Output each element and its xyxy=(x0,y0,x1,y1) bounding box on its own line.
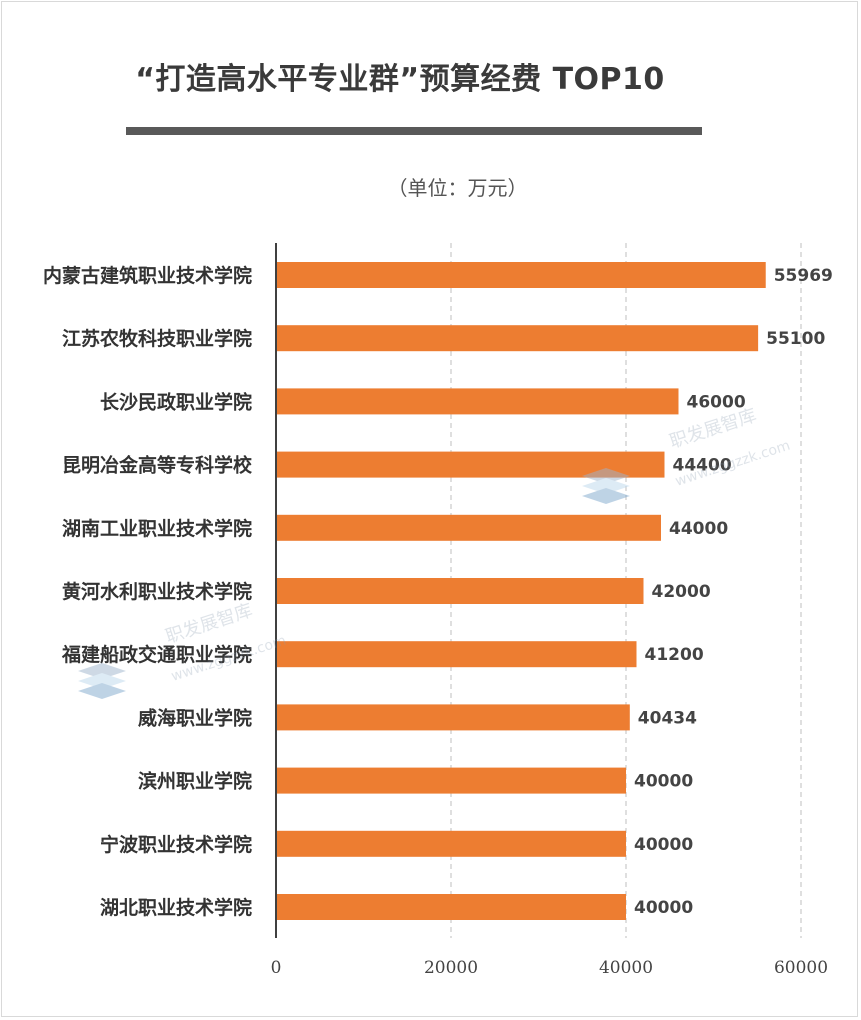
x-tick-label: 0 xyxy=(271,958,282,978)
value-label: 41200 xyxy=(645,645,704,665)
category-label: 滨州职业学院 xyxy=(138,770,252,793)
x-tick-label: 20000 xyxy=(424,958,478,978)
value-label: 40434 xyxy=(638,708,697,728)
value-label: 55969 xyxy=(774,266,833,286)
value-label: 44000 xyxy=(669,519,728,539)
category-label: 内蒙古建筑职业技术学院 xyxy=(43,264,252,287)
bar xyxy=(276,767,626,794)
category-label: 宁波职业技术学院 xyxy=(100,833,252,856)
unit-label: （单位：万元） xyxy=(387,176,528,200)
bar xyxy=(276,830,626,857)
gridlines xyxy=(450,243,802,938)
value-label: 44400 xyxy=(673,456,732,476)
category-label: 江苏农牧科技职业学院 xyxy=(62,327,252,350)
chart-title: “打造高水平专业群”预算经费 TOP10 xyxy=(135,62,665,97)
category-label: 黄河水利职业技术学院 xyxy=(62,580,252,603)
bars xyxy=(276,262,766,920)
category-label: 威海职业学院 xyxy=(138,706,252,729)
x-tick-label: 40000 xyxy=(599,958,653,978)
x-tick-label: 60000 xyxy=(774,958,828,978)
category-label: 湖北职业技术学院 xyxy=(100,896,252,919)
book-stack-icon xyxy=(582,468,630,504)
value-label: 40000 xyxy=(634,835,693,855)
category-label: 长沙民政职业学院 xyxy=(100,390,252,413)
title-underline xyxy=(126,127,702,135)
bar xyxy=(276,388,679,415)
watermark-text: 职发展智库 xyxy=(163,600,255,648)
value-label: 55100 xyxy=(766,329,825,349)
bar xyxy=(276,894,626,920)
bar xyxy=(276,325,759,352)
x-axis-ticks: 0 20000 40000 60000 xyxy=(271,958,828,978)
value-label: 40000 xyxy=(634,772,693,792)
category-labels: 内蒙古建筑职业技术学院江苏农牧科技职业学院长沙民政职业学院昆明冶金高等专科学校湖… xyxy=(43,264,253,919)
value-label: 46000 xyxy=(687,392,746,412)
bar xyxy=(276,578,644,604)
category-label: 湖南工业职业技术学院 xyxy=(62,517,252,540)
value-labels: 55969 55100 46000 44400 44000 42000 41200 40434… xyxy=(634,266,833,918)
bar xyxy=(276,262,766,288)
bar xyxy=(276,514,661,541)
value-label: 42000 xyxy=(652,582,711,602)
category-label: 昆明冶金高等专科学校 xyxy=(62,454,253,477)
bar xyxy=(276,704,630,731)
bar xyxy=(276,641,637,668)
value-label: 40000 xyxy=(634,898,693,918)
category-label: 福建船政交通职业学院 xyxy=(61,643,252,666)
book-stack-icon xyxy=(78,663,126,699)
